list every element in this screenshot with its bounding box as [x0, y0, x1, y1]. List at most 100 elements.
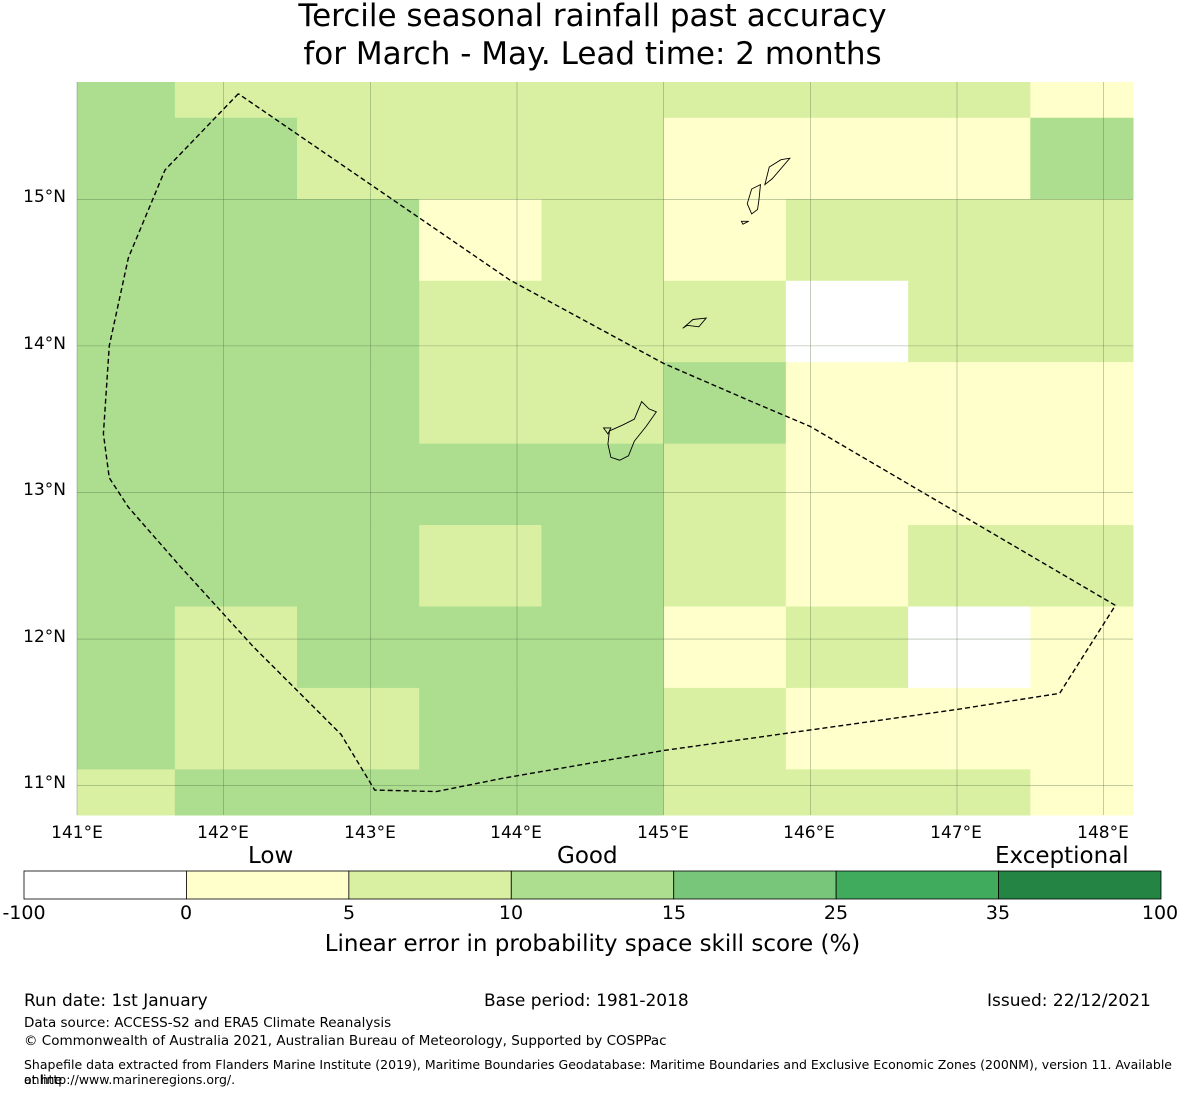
colorbar-segment	[186, 870, 350, 900]
skill-cell	[908, 769, 1031, 816]
colorbar-segment	[673, 870, 837, 900]
skill-cell	[1030, 606, 1134, 689]
skill-cell	[908, 443, 1031, 526]
skill-cell	[419, 443, 542, 526]
skill-cell	[174, 280, 298, 363]
category-low-label: Low	[248, 843, 294, 869]
skill-cell	[541, 606, 665, 689]
skill-cell	[1030, 82, 1134, 119]
skill-cell	[541, 525, 665, 608]
skill-cell	[419, 82, 542, 119]
skill-cell	[663, 443, 787, 526]
skill-cell	[297, 525, 420, 608]
colorbar-segment	[998, 870, 1162, 900]
island-outline	[682, 317, 708, 329]
lon-label-147e: 147°E	[930, 823, 982, 843]
skill-cell	[1030, 443, 1134, 526]
lon-label-148e: 148°E	[1077, 823, 1129, 843]
skill-cell	[77, 82, 176, 119]
skill-cell	[1030, 687, 1134, 770]
skill-cell	[174, 525, 298, 608]
run-date: Run date: 1st January	[24, 991, 208, 1011]
lat-label-12n: 12°N	[23, 627, 66, 647]
skill-cell	[174, 362, 298, 445]
skill-cell	[1030, 280, 1134, 363]
skill-cell	[541, 443, 665, 526]
skill-cell	[785, 82, 909, 119]
skill-cell	[174, 117, 298, 200]
skill-cell	[1030, 362, 1134, 445]
skill-cell	[663, 362, 787, 445]
lat-label-11n: 11°N	[23, 773, 66, 793]
skill-cell	[1030, 117, 1134, 200]
eez-boundary	[102, 93, 1117, 793]
shapefile-credit-line-1: Shapefile data extracted from Flanders M…	[24, 1057, 1172, 1087]
skill-cell	[663, 199, 787, 282]
data-source: Data source: ACCESS-S2 and ERA5 Climate …	[24, 1015, 392, 1031]
skill-cell	[908, 606, 1031, 689]
skill-cell	[297, 606, 420, 689]
category-exceptional-label: Exceptional	[995, 843, 1129, 869]
colorbar-title: Linear error in probability space skill …	[324, 931, 861, 957]
skill-cell	[77, 280, 176, 363]
skill-cell	[908, 117, 1031, 200]
lon-label-146e: 146°E	[783, 823, 835, 843]
skill-cell	[908, 199, 1031, 282]
skill-cell	[419, 687, 542, 770]
skill-cell	[419, 525, 542, 608]
skill-cell	[297, 769, 420, 816]
skill-cell	[663, 280, 787, 363]
skill-cell	[77, 525, 176, 608]
lon-label-144e: 144°E	[490, 823, 542, 843]
lon-label-143e: 143°E	[344, 823, 396, 843]
colorbar-tick-label: 0	[179, 902, 193, 924]
skill-cell	[908, 525, 1031, 608]
colorbar-tick-label: 25	[823, 902, 849, 924]
skill-cell	[663, 82, 787, 119]
colorbar-tick-label: 35	[985, 902, 1011, 924]
skill-cell	[785, 687, 909, 770]
skill-cell	[541, 199, 665, 282]
colorbar-segment	[23, 870, 187, 900]
skill-cell	[541, 280, 665, 363]
colorbar-segments	[23, 870, 1162, 900]
colorbar-tick-label: -100	[2, 902, 46, 924]
skill-cell	[297, 443, 420, 526]
skill-cell	[77, 769, 176, 816]
copyright: © Commonwealth of Australia 2021, Austra…	[24, 1033, 667, 1049]
skill-cell	[785, 117, 909, 200]
skill-cell	[785, 606, 909, 689]
skill-cell	[419, 117, 542, 200]
skill-cell	[785, 362, 909, 445]
island-outline	[740, 220, 749, 225]
skill-cell	[297, 199, 420, 282]
issued-date: Issued: 22/12/2021	[987, 991, 1151, 1011]
skill-cell	[785, 443, 909, 526]
skill-cell	[663, 687, 787, 770]
lat-label-15n: 15°N	[23, 187, 66, 207]
skill-cell	[77, 362, 176, 445]
lat-label-14n: 14°N	[23, 334, 66, 354]
island-outline	[746, 183, 761, 215]
skill-cell	[297, 280, 420, 363]
skill-grid	[77, 82, 1134, 816]
skill-cell	[77, 687, 176, 770]
skill-cell	[908, 280, 1031, 363]
skill-cell	[785, 280, 909, 363]
skill-cell	[77, 443, 176, 526]
lon-label-141e: 141°E	[51, 823, 103, 843]
skill-cell	[419, 606, 542, 689]
skill-cell	[663, 606, 787, 689]
skill-cell	[419, 769, 542, 816]
colorbar-segment	[835, 870, 999, 900]
colorbar-segment	[348, 870, 512, 900]
colorbar-tick-label: 15	[661, 902, 687, 924]
colorbar-tick-label: 10	[498, 902, 524, 924]
category-good-label: Good	[557, 843, 618, 869]
lon-label-145e: 145°E	[637, 823, 689, 843]
base-period: Base period: 1981-2018	[484, 991, 689, 1011]
skill-cell	[297, 82, 420, 119]
skill-cell	[174, 769, 298, 816]
skill-cell	[297, 117, 420, 200]
skill-cell	[297, 687, 420, 770]
